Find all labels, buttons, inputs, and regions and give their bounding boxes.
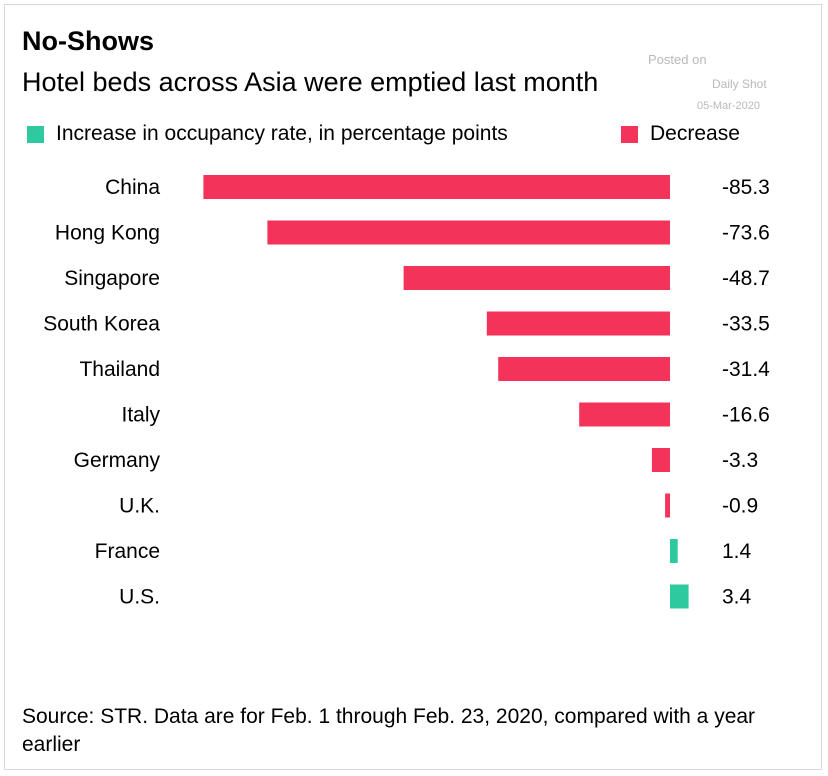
bar-u-k (665, 493, 670, 518)
value-label: -0.9 (722, 495, 758, 518)
value-label: -85.3 (722, 176, 770, 199)
category-label: U.K. (119, 495, 160, 518)
source-note: Source: STR. Data are for Feb. 1 through… (22, 705, 756, 756)
value-label: -31.4 (722, 358, 770, 381)
bar-u-s (670, 584, 689, 609)
value-label: -73.6 (722, 222, 770, 245)
category-label: France (95, 540, 160, 563)
bar-hong-kong (267, 220, 670, 245)
category-label: Hong Kong (55, 222, 160, 245)
value-label: -33.5 (722, 313, 770, 336)
category-label: China (105, 176, 160, 199)
chart-subtitle: Hotel beds across Asia were emptied last… (22, 67, 599, 97)
category-label: Germany (74, 449, 161, 472)
legend-increase-label: Increase in occupancy rate, in percentag… (56, 122, 508, 145)
watermark-date: 05-Mar-2020 (697, 100, 760, 112)
legend-increase: Increase in occupancy rate, in percentag… (27, 122, 508, 146)
bar-france (670, 539, 678, 563)
bar-italy (579, 402, 670, 427)
legend-decrease-swatch (621, 125, 638, 143)
value-label: -48.7 (722, 267, 770, 290)
chart-title: No-Shows (22, 26, 154, 56)
legend-decrease-label: Decrease (650, 122, 740, 145)
category-label: U.S. (119, 586, 160, 609)
value-label: 1.4 (722, 540, 752, 563)
chart-frame (4, 4, 822, 770)
legend-decrease: Decrease (621, 122, 740, 146)
bar-south-korea (486, 311, 670, 336)
category-label: South Korea (43, 313, 160, 336)
bar-thailand (498, 357, 670, 381)
category-label: Thailand (79, 358, 160, 381)
bar-china (203, 175, 670, 199)
bar-singapore (403, 266, 670, 290)
watermark-posted-on: Posted on (648, 52, 707, 67)
watermark-publisher: Daily Shot (712, 77, 767, 91)
bar-germany (651, 448, 670, 472)
value-label: -3.3 (722, 449, 758, 472)
legend-increase-swatch (27, 125, 44, 143)
value-label: -16.6 (722, 404, 770, 427)
value-label: 3.4 (722, 586, 752, 609)
category-label: Singapore (64, 267, 160, 290)
category-label: Italy (121, 404, 160, 427)
